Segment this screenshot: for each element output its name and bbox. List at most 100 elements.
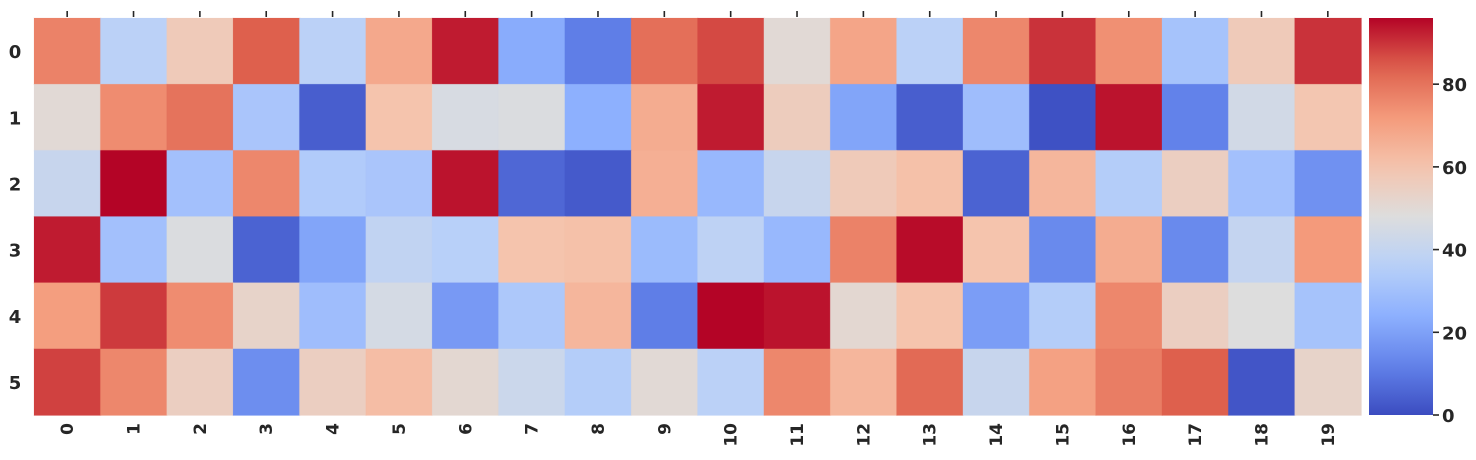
heatmap-cell-r0-c12 [829,17,898,86]
heatmap-cell-r0-c13 [896,17,964,86]
heatmap-cell-r5-c10 [697,348,765,417]
heatmap-cell-r0-c19 [1294,17,1363,86]
heatmap-cell-r5-c18 [1227,348,1296,417]
heatmap-cell-r2-c3 [232,149,301,218]
heatmap-cell-r5-c4 [298,348,367,417]
heatmap-cell-r2-c0 [33,149,102,218]
heatmap-cell-r3-c12 [829,216,898,284]
heatmap-cell-r5-c19 [1294,348,1363,417]
heatmap-cell-r2-c4 [298,149,367,218]
heatmap-cell-r4-c11 [763,282,832,350]
heatmap-cell-r5-c9 [630,348,699,417]
x-tick-label: 1 [125,423,145,435]
x-tick-label: 0 [58,423,78,435]
heatmap-cell-r5-c14 [962,348,1031,417]
x-tick-label: 4 [324,423,344,435]
heatmap-cell-r3-c19 [1294,216,1363,284]
heatmap-cell-r0-c15 [1028,17,1097,86]
heatmap-cell-r2-c17 [1161,149,1230,218]
heatmap-cell-r3-c4 [298,216,367,284]
heatmap-cell-r1-c0 [33,83,102,152]
heatmap-cell-r4-c1 [99,282,168,350]
heatmap-cell-r2-c9 [630,149,699,218]
y-tick-label: 4 [9,307,22,328]
heatmap-cell-r3-c14 [962,216,1031,284]
heatmap-cell-r3-c18 [1227,216,1296,284]
heatmap-cell-r0-c5 [365,17,434,86]
heatmap-cell-r0-c6 [431,17,500,86]
heatmap-cell-r3-c16 [1095,216,1163,284]
heatmap-cell-r5-c13 [896,348,964,417]
heatmap-cell-r4-c3 [232,282,301,350]
heatmap-cell-r0-c11 [763,17,832,86]
x-tick-label: 2 [191,423,211,435]
heatmap-cell-r4-c6 [431,282,500,350]
heatmap-cell-r2-c6 [431,149,500,218]
heatmap-cell-r1-c2 [166,83,235,152]
heatmap-cell-r5-c1 [99,348,168,417]
x-tick-label: 7 [523,423,543,435]
heatmap-cell-r4-c4 [298,282,367,350]
heatmap-cells [33,17,1363,417]
heatmap-cell-r3-c10 [697,216,765,284]
y-tick-label: 5 [9,373,22,394]
heatmap-cell-r3-c13 [896,216,964,284]
heatmap-cell-r5-c17 [1161,348,1230,417]
colorbar-tick-label: 20 [1442,323,1467,344]
heatmap-cell-r1-c12 [829,83,898,152]
heatmap-cell-r1-c14 [962,83,1031,152]
heatmap-cell-r5-c0 [33,348,102,417]
x-axis: 0 1 2 3 4 5 6 7 8 9 10 11 12 13 14 15 16 17 18 19 [58,11,1339,447]
heatmap-cell-r5-c15 [1028,348,1097,417]
heatmap-cell-r0-c9 [630,17,699,86]
heatmap-cell-r0-c14 [962,17,1031,86]
heatmap-cell-r0-c18 [1227,17,1296,86]
heatmap-cell-r3-c6 [431,216,500,284]
x-tick-label: 8 [589,423,609,435]
heatmap-cell-r0-c7 [497,17,566,86]
y-tick-label: 0 [9,42,22,63]
heatmap-cell-r1-c9 [630,83,699,152]
colorbar: 0 20 40 60 80 [1369,18,1467,427]
x-tick-label: 9 [655,423,675,435]
heatmap-cell-r5-c7 [497,348,566,417]
heatmap-cell-r5-c6 [431,348,500,417]
x-tick-label: 14 [987,423,1007,447]
heatmap-cell-r4-c15 [1028,282,1097,350]
heatmap-cell-r3-c1 [99,216,168,284]
heatmap-cell-r5-c3 [232,348,301,417]
heatmap-cell-r0-c0 [33,17,102,86]
heatmap-cell-r2-c2 [166,149,235,218]
x-tick-label: 15 [1053,423,1073,447]
heatmap-cell-r1-c3 [232,83,301,152]
x-tick-label: 17 [1186,423,1206,447]
heatmap-cell-r4-c5 [365,282,434,350]
heatmap-cell-r2-c12 [829,149,898,218]
heatmap-cell-r4-c17 [1161,282,1230,350]
heatmap-cell-r4-c14 [962,282,1031,350]
heatmap-cell-r1-c6 [431,83,500,152]
heatmap-cell-r2-c16 [1095,149,1163,218]
heatmap-cell-r3-c0 [33,216,102,284]
heatmap-cell-r4-c2 [166,282,235,350]
colorbar-tick-label: 80 [1442,75,1467,96]
x-tick-label: 5 [390,423,410,435]
heatmap-cell-r2-c13 [896,149,964,218]
x-tick-label: 10 [722,423,742,447]
heatmap-cell-r1-c11 [763,83,832,152]
heatmap-cell-r3-c7 [497,216,566,284]
heatmap-cell-r4-c0 [33,282,102,350]
heatmap-cell-r0-c4 [298,17,367,86]
x-tick-label: 19 [1319,423,1339,447]
heatmap-cell-r4-c10 [697,282,765,350]
heatmap-cell-r3-c3 [232,216,301,284]
heatmap-cell-r1-c10 [697,83,765,152]
heatmap-cell-r0-c10 [697,17,765,86]
heatmap-cell-r3-c15 [1028,216,1097,284]
x-tick-label: 16 [1120,423,1140,447]
heatmap-cell-r4-c8 [564,282,633,350]
colorbar-tick-label: 60 [1442,158,1467,179]
heatmap-cell-r1-c5 [365,83,434,152]
